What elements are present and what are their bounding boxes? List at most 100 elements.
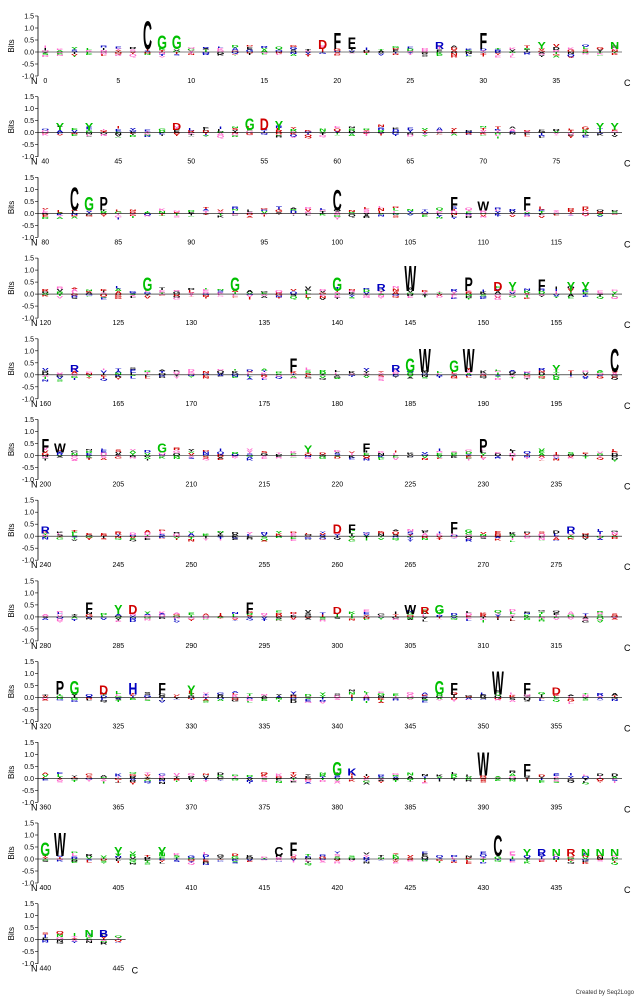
logo-letter-minor: V — [246, 292, 253, 294]
logo-letter-minor: E — [261, 456, 268, 459]
logo-letter-minor: S — [378, 378, 385, 382]
x-tick-label: 210 — [185, 482, 197, 489]
logo-letter-minor: R — [348, 211, 356, 214]
logo-letter-minor: R — [538, 53, 546, 55]
logo-letter-minor: S — [363, 210, 370, 214]
logo-letter-minor: Y — [495, 854, 502, 857]
logo-letter-minor: S — [130, 374, 137, 376]
logo-letter-minor: S — [232, 538, 239, 540]
logo-letter-minor: G — [523, 374, 531, 377]
logo-letter-minor: K — [85, 455, 93, 458]
logo-letter-minor: T — [407, 617, 414, 618]
logo-letter-minor: G — [319, 292, 327, 295]
y-tick-label: 1.5 — [24, 256, 34, 263]
logo-letter-minor: V — [173, 772, 181, 777]
logo-letter-minor: E — [42, 937, 49, 941]
logo-letter-minor: R — [231, 451, 239, 455]
logo-letter-minor: N — [56, 939, 63, 943]
logo-letter-minor: N — [363, 859, 370, 861]
logo-letter-minor: I — [438, 447, 441, 452]
logo-letter-minor: Q — [582, 783, 590, 785]
logo-letter-minor: Q — [187, 372, 195, 375]
x-tick-label: 215 — [258, 482, 270, 489]
logo-letter-minor: S — [524, 700, 531, 701]
x-tick-label: 420 — [331, 885, 343, 892]
logo-letter: F — [41, 436, 49, 458]
logo-letter-minor: T — [393, 134, 400, 136]
logo-letter: G — [172, 32, 182, 54]
logo-letter-minor: D — [71, 852, 78, 854]
logo-letter-minor: S — [349, 856, 356, 858]
logo-letter-minor: S — [261, 536, 268, 539]
logo-letter-minor: L — [597, 528, 604, 532]
logo-letter-minor: D — [407, 697, 414, 700]
logo-letter-minor: T — [334, 286, 341, 290]
logo-letter-minor: E — [363, 452, 370, 457]
x-tick-label: 90 — [187, 239, 195, 246]
logo-letter-minor: Q — [217, 370, 225, 374]
logo-letter-minor: S — [246, 212, 253, 214]
logo-letter-minor: R — [173, 290, 181, 292]
logo-letter-minor: D — [319, 288, 326, 291]
logo-letter-minor: K — [480, 370, 488, 375]
logo-letter-minor: V — [144, 778, 151, 780]
logo-letter-minor: T — [524, 44, 531, 49]
logo-letter: F — [290, 839, 298, 861]
logo-letter-minor: N — [158, 51, 165, 54]
logo-letter-minor: K — [334, 450, 342, 453]
logo-letter-minor: Y — [378, 297, 385, 299]
logo-letter-minor: I — [555, 860, 558, 863]
logo-letter-minor: G — [56, 374, 64, 377]
logo-letter: Y — [552, 364, 561, 375]
logo-letter-minor: L — [480, 455, 487, 459]
logo-letter-minor: Y — [451, 537, 458, 538]
logo-letter-minor: E — [276, 134, 283, 135]
logo-letter-minor: N — [85, 940, 92, 944]
logo-letter-minor: G — [509, 293, 517, 296]
logo-letter-minor: Y — [217, 532, 224, 536]
logo-letter-minor: K — [377, 457, 385, 459]
logo-letter-minor: Q — [523, 52, 531, 54]
logo-letter-minor: D — [465, 699, 472, 700]
logo-letter-minor: G — [173, 291, 181, 295]
logo-letter-minor: R — [392, 53, 400, 56]
logo-letter-minor: N — [304, 858, 311, 860]
logo-letter-minor: Y — [611, 290, 618, 295]
logo-letter-minor: S — [597, 292, 604, 295]
logo-letter-minor: N — [480, 127, 487, 128]
logo-letter-minor: R — [290, 694, 298, 697]
logo-letter-minor: I — [146, 535, 149, 537]
logo-letter-minor: E — [100, 297, 107, 301]
logo-letter-minor: I — [44, 376, 47, 380]
logo-letter-minor: T — [130, 693, 137, 695]
logo-letter-minor: L — [130, 132, 137, 133]
logo-letter-minor: N — [202, 370, 209, 374]
logo-letter-minor: V — [524, 211, 531, 214]
logo-letter-minor: Q — [392, 131, 400, 133]
logo-letter-minor: E — [217, 459, 224, 461]
logo-letter-minor: Q — [406, 615, 414, 618]
logo-letter-minor: A — [42, 374, 50, 377]
logo-letter-minor: R — [188, 858, 196, 860]
x-tick-label: 300 — [331, 643, 343, 650]
y-tick-label: 0.5 — [24, 683, 34, 690]
logo-letter-minor: Y — [524, 778, 531, 780]
logo-letter-minor: N — [407, 528, 414, 532]
logo-letter-minor: Y — [246, 215, 253, 216]
logo-letter-minor: N — [129, 863, 136, 865]
y-tick-label: 1.0 — [24, 26, 34, 33]
logo-letter-minor: G — [275, 213, 283, 214]
logo-letter-minor: V — [363, 292, 370, 295]
logo-letter-minor: V — [349, 860, 356, 862]
logo-letter-minor: N — [202, 454, 209, 456]
logo-letter-minor: S — [305, 612, 312, 617]
logo-letter-minor: S — [276, 616, 283, 619]
logo-letter-minor: Q — [187, 697, 195, 699]
logo-letter-minor: L — [495, 210, 502, 212]
logo-letter-minor: V — [480, 531, 487, 535]
logo-letter-minor: E — [203, 127, 210, 129]
logo-letter-minor: E — [465, 458, 472, 460]
logo-letter-minor: G — [231, 700, 239, 703]
logo-letter-minor: Y — [71, 693, 78, 698]
logo-letter-minor: S — [334, 780, 341, 782]
